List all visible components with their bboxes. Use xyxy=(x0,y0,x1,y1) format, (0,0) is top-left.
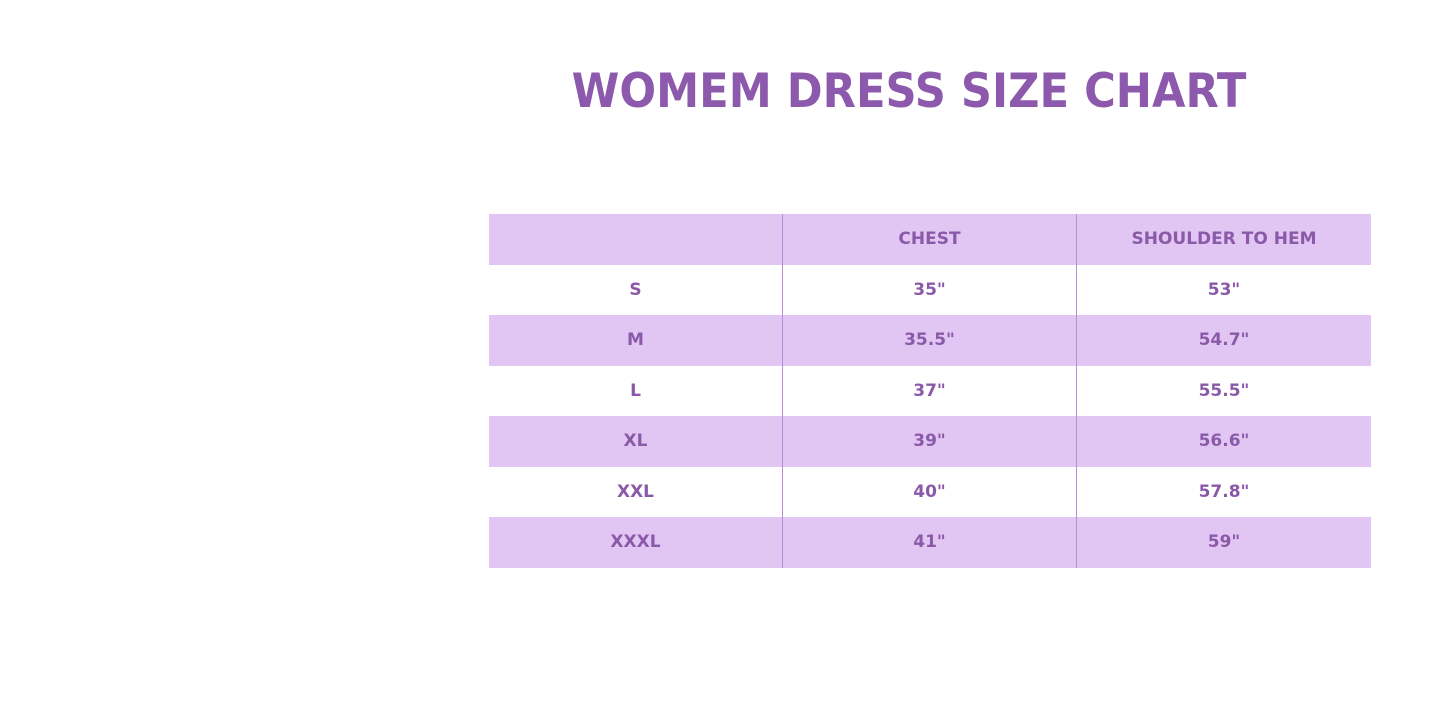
table-row: L 37" 55.5" xyxy=(489,365,1371,416)
chest-cell: 41" xyxy=(782,517,1077,568)
chest-cell: 35" xyxy=(782,264,1077,315)
page-title: WOMEM DRESS SIZE CHART xyxy=(571,64,1247,119)
table-row: XL 39" 56.6" xyxy=(489,416,1371,467)
table-row: XXL 40" 57.8" xyxy=(489,466,1371,517)
shoulder-to-hem-cell: 55.5" xyxy=(1076,365,1371,416)
chest-cell: 37" xyxy=(782,365,1077,416)
size-cell: XXXL xyxy=(489,517,783,568)
chest-cell: 40" xyxy=(782,466,1077,517)
shoulder-to-hem-cell: 54.7" xyxy=(1076,315,1371,366)
size-cell: M xyxy=(489,315,783,366)
size-cell: XL xyxy=(489,416,783,467)
header-cell-shoulder-to-hem: SHOULDER TO HEM xyxy=(1076,214,1371,265)
table-row: M 35.5" 54.7" xyxy=(489,315,1371,366)
size-cell: S xyxy=(629,279,642,300)
size-chart-table: CHEST SHOULDER TO HEM S 35" 53" M 35.5" … xyxy=(489,214,1371,568)
chest-cell: 39" xyxy=(782,416,1077,467)
table-row: XXXL 41" 59" xyxy=(489,517,1371,568)
table-header-row: CHEST SHOULDER TO HEM xyxy=(489,214,1371,265)
shoulder-to-hem-cell: 56.6" xyxy=(1076,416,1371,467)
header-cell-size xyxy=(489,214,783,265)
table-row: S 35" 53" xyxy=(489,264,1371,315)
header-cell-chest: CHEST xyxy=(782,214,1077,265)
shoulder-to-hem-cell: 57.8" xyxy=(1076,466,1371,517)
size-cell: XXL xyxy=(616,481,655,502)
chest-cell: 35.5" xyxy=(782,315,1077,366)
shoulder-to-hem-cell: 53" xyxy=(1076,264,1371,315)
size-cell: L xyxy=(630,380,641,401)
shoulder-to-hem-cell: 59" xyxy=(1076,517,1371,568)
